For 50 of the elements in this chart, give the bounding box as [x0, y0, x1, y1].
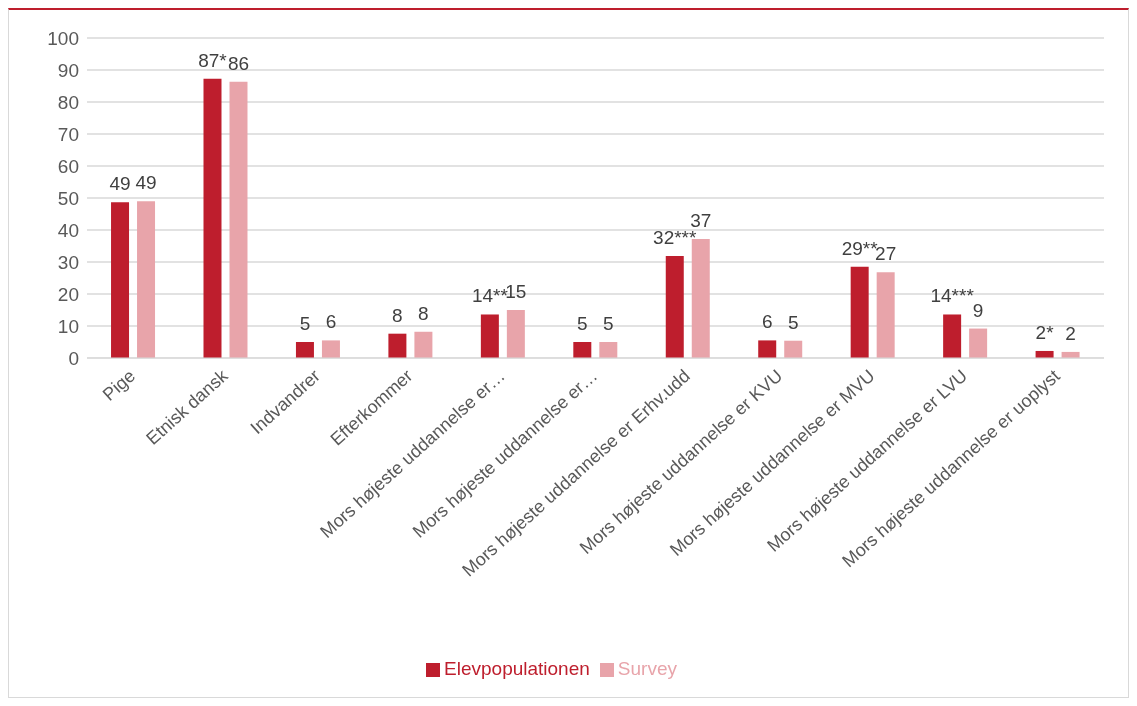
y-tick-label: 0 — [68, 347, 79, 369]
bar — [388, 333, 407, 358]
bar — [969, 328, 988, 358]
legend-label: Elevpopulationen — [444, 658, 590, 679]
y-tick-label: 50 — [57, 187, 79, 209]
bar — [665, 255, 684, 358]
y-tick-label: 30 — [57, 251, 79, 273]
data-label: 6 — [325, 311, 337, 333]
y-tick-label: 100 — [47, 27, 79, 49]
data-label: 5 — [603, 313, 614, 334]
legend-label: Survey — [617, 658, 677, 679]
bar — [111, 202, 130, 358]
data-label: 8 — [392, 304, 403, 326]
bar — [599, 342, 618, 358]
y-tick-label: 70 — [57, 123, 79, 145]
y-tick-label: 40 — [57, 219, 79, 241]
bar — [758, 340, 777, 358]
bar — [203, 78, 222, 358]
y-tick-label: 60 — [57, 155, 79, 177]
bar — [506, 310, 525, 358]
bar — [784, 340, 803, 358]
data-label: 5 — [577, 313, 588, 334]
data-label: 14*** — [930, 285, 975, 307]
bar — [321, 340, 340, 358]
data-label: 5 — [787, 311, 799, 333]
bar — [295, 342, 314, 358]
bar — [876, 272, 895, 358]
data-label: 15 — [505, 281, 527, 302]
y-tick-label: 80 — [57, 91, 79, 113]
bar — [480, 314, 499, 358]
data-label: 87* — [198, 49, 228, 71]
y-tick-label: 10 — [57, 315, 79, 337]
bar — [943, 314, 962, 358]
x-tick-label: Pige — [98, 365, 140, 405]
data-label: 2* — [1035, 321, 1055, 343]
data-label: 6 — [761, 311, 773, 333]
data-label: 49 — [135, 172, 157, 194]
data-label: 49 — [109, 173, 131, 195]
y-tick-label: 90 — [57, 59, 79, 81]
data-label: 8 — [418, 302, 429, 324]
data-label: 86 — [227, 52, 250, 74]
y-tick-label: 20 — [57, 283, 79, 305]
bar — [137, 201, 156, 358]
bar — [850, 266, 869, 358]
bar — [414, 331, 433, 358]
bar — [229, 81, 248, 358]
data-label: 5 — [299, 313, 311, 334]
data-label: 2 — [1065, 322, 1076, 344]
data-label: 9 — [972, 299, 984, 321]
bar — [573, 342, 592, 358]
